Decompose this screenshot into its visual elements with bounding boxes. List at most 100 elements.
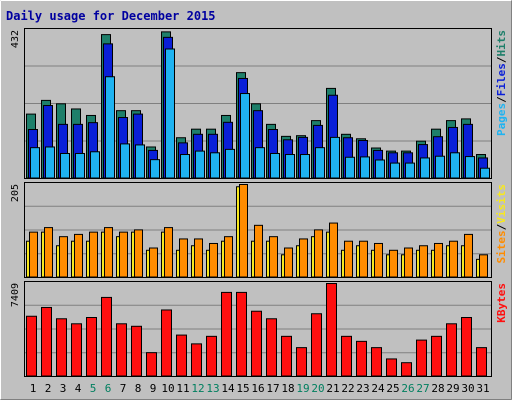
bar-sites-day-24 <box>374 242 383 278</box>
bar-kbytes-day-7 <box>116 323 127 377</box>
bar-sites-day-30 <box>464 233 473 278</box>
bar-sites-day-11 <box>179 238 188 278</box>
x-tick-label-5: 5 <box>90 382 97 395</box>
bar-kbytes-day-29 <box>446 323 457 377</box>
x-tick-label-11: 11 <box>176 382 189 395</box>
bar-kbytes-day-22 <box>341 335 352 377</box>
bar-sites-day-9 <box>149 247 158 278</box>
y-max-label: 205 <box>10 184 21 202</box>
x-tick-label-26: 26 <box>401 382 414 395</box>
bar-sites-day-22 <box>344 240 353 278</box>
bar-kbytes-day-8 <box>131 325 142 377</box>
legend-label-sites: Sites <box>495 230 508 263</box>
bar-sites-day-14 <box>224 236 233 278</box>
x-tick-label-3: 3 <box>60 382 67 395</box>
x-tick-label-23: 23 <box>356 382 369 395</box>
bar-kbytes-day-27 <box>416 339 427 377</box>
x-tick-label-2: 2 <box>45 382 52 395</box>
bar-sites-day-12 <box>194 238 203 278</box>
bar-kbytes-day-16 <box>251 310 262 377</box>
y-max-label: 432 <box>10 30 21 48</box>
bar-pages-day-20 <box>315 147 325 179</box>
bar-pages-day-19 <box>300 154 310 179</box>
x-tick-label-20: 20 <box>311 382 324 395</box>
x-tick-label-31: 31 <box>476 382 489 395</box>
bar-pages-day-1 <box>30 147 40 179</box>
bar-sites-day-4 <box>74 233 83 278</box>
x-tick-label-28: 28 <box>431 382 444 395</box>
bar-sites-day-23 <box>359 240 368 278</box>
bar-pages-day-29 <box>450 152 460 179</box>
x-tick-label-8: 8 <box>135 382 142 395</box>
legend-label-kbytes: KBytes <box>495 283 508 323</box>
x-tick-label-24: 24 <box>371 382 385 395</box>
bar-pages-day-13 <box>210 152 220 179</box>
legend-separator: / <box>495 223 508 230</box>
bar-pages-day-17 <box>270 152 280 179</box>
bar-kbytes-day-26 <box>401 362 412 377</box>
bar-pages-day-22 <box>345 156 355 179</box>
legend-label-pages: Pages <box>495 103 508 136</box>
x-tick-label-27: 27 <box>416 382 429 395</box>
bar-pages-day-2 <box>45 146 55 179</box>
x-tick-label-1: 1 <box>30 382 37 395</box>
bar-kbytes-day-1 <box>26 315 37 377</box>
bar-sites-day-27 <box>419 245 428 278</box>
bar-kbytes-day-21 <box>326 283 337 377</box>
bar-kbytes-day-20 <box>311 313 322 377</box>
bar-sites-day-2 <box>44 227 53 278</box>
x-tick-label-16: 16 <box>251 382 264 395</box>
bar-kbytes-day-4 <box>71 323 82 377</box>
bar-sites-day-7 <box>119 231 128 278</box>
bar-kbytes-day-30 <box>461 317 472 377</box>
bar-pages-day-30 <box>465 156 475 179</box>
legend-hits_files_pages: Pages/Files/Hits <box>495 30 508 136</box>
x-tick-label-15: 15 <box>236 382 249 395</box>
bar-pages-day-18 <box>285 154 295 179</box>
bar-pages-day-14 <box>225 148 235 179</box>
bar-sites-day-25 <box>389 249 398 278</box>
bar-kbytes-day-2 <box>41 306 52 377</box>
bar-kbytes-day-12 <box>191 343 202 377</box>
bar-pages-day-4 <box>75 152 85 179</box>
bar-sites-day-8 <box>134 229 143 278</box>
legend-kbytes: KBytes <box>495 283 508 323</box>
bar-pages-day-23 <box>360 156 370 179</box>
bar-pages-day-26 <box>405 162 415 179</box>
bar-pages-day-5 <box>90 151 100 179</box>
bar-kbytes-day-24 <box>371 347 382 377</box>
bar-pages-day-11 <box>180 154 190 179</box>
legend-label-visits: Visits <box>495 184 508 224</box>
x-tick-label-21: 21 <box>326 382 339 395</box>
x-tick-label-29: 29 <box>446 382 459 395</box>
bar-sites-day-20 <box>314 229 323 278</box>
x-tick-label-10: 10 <box>161 382 174 395</box>
x-tick-label-9: 9 <box>150 382 157 395</box>
bar-pages-day-12 <box>195 150 205 179</box>
x-tick-label-19: 19 <box>296 382 309 395</box>
bar-kbytes-day-19 <box>296 347 307 377</box>
bar-sites-day-1 <box>29 231 38 278</box>
bar-kbytes-day-6 <box>101 296 112 377</box>
bar-pages-day-31 <box>480 167 490 179</box>
bar-pages-day-15 <box>240 93 250 179</box>
chart-title: Daily usage for December 2015 <box>6 9 216 23</box>
bar-pages-day-28 <box>435 155 445 179</box>
legend-label-files: Files <box>495 63 508 96</box>
bar-kbytes-day-18 <box>281 335 292 377</box>
legend-label-hits: Hits <box>495 30 508 57</box>
x-tick-label-4: 4 <box>75 382 82 395</box>
bar-sites-day-17 <box>269 236 278 278</box>
bar-pages-day-9 <box>150 159 160 179</box>
legend-visits_sites: Sites/Visits <box>495 184 508 264</box>
legend-separator: / <box>495 56 508 63</box>
bar-sites-day-3 <box>59 236 68 278</box>
bar-kbytes-day-3 <box>56 318 67 377</box>
bar-kbytes-day-10 <box>161 309 172 377</box>
x-tick-label-13: 13 <box>206 382 219 395</box>
bar-sites-day-15 <box>239 184 248 278</box>
bar-sites-day-21 <box>329 222 338 278</box>
bar-kbytes-day-9 <box>146 352 157 377</box>
